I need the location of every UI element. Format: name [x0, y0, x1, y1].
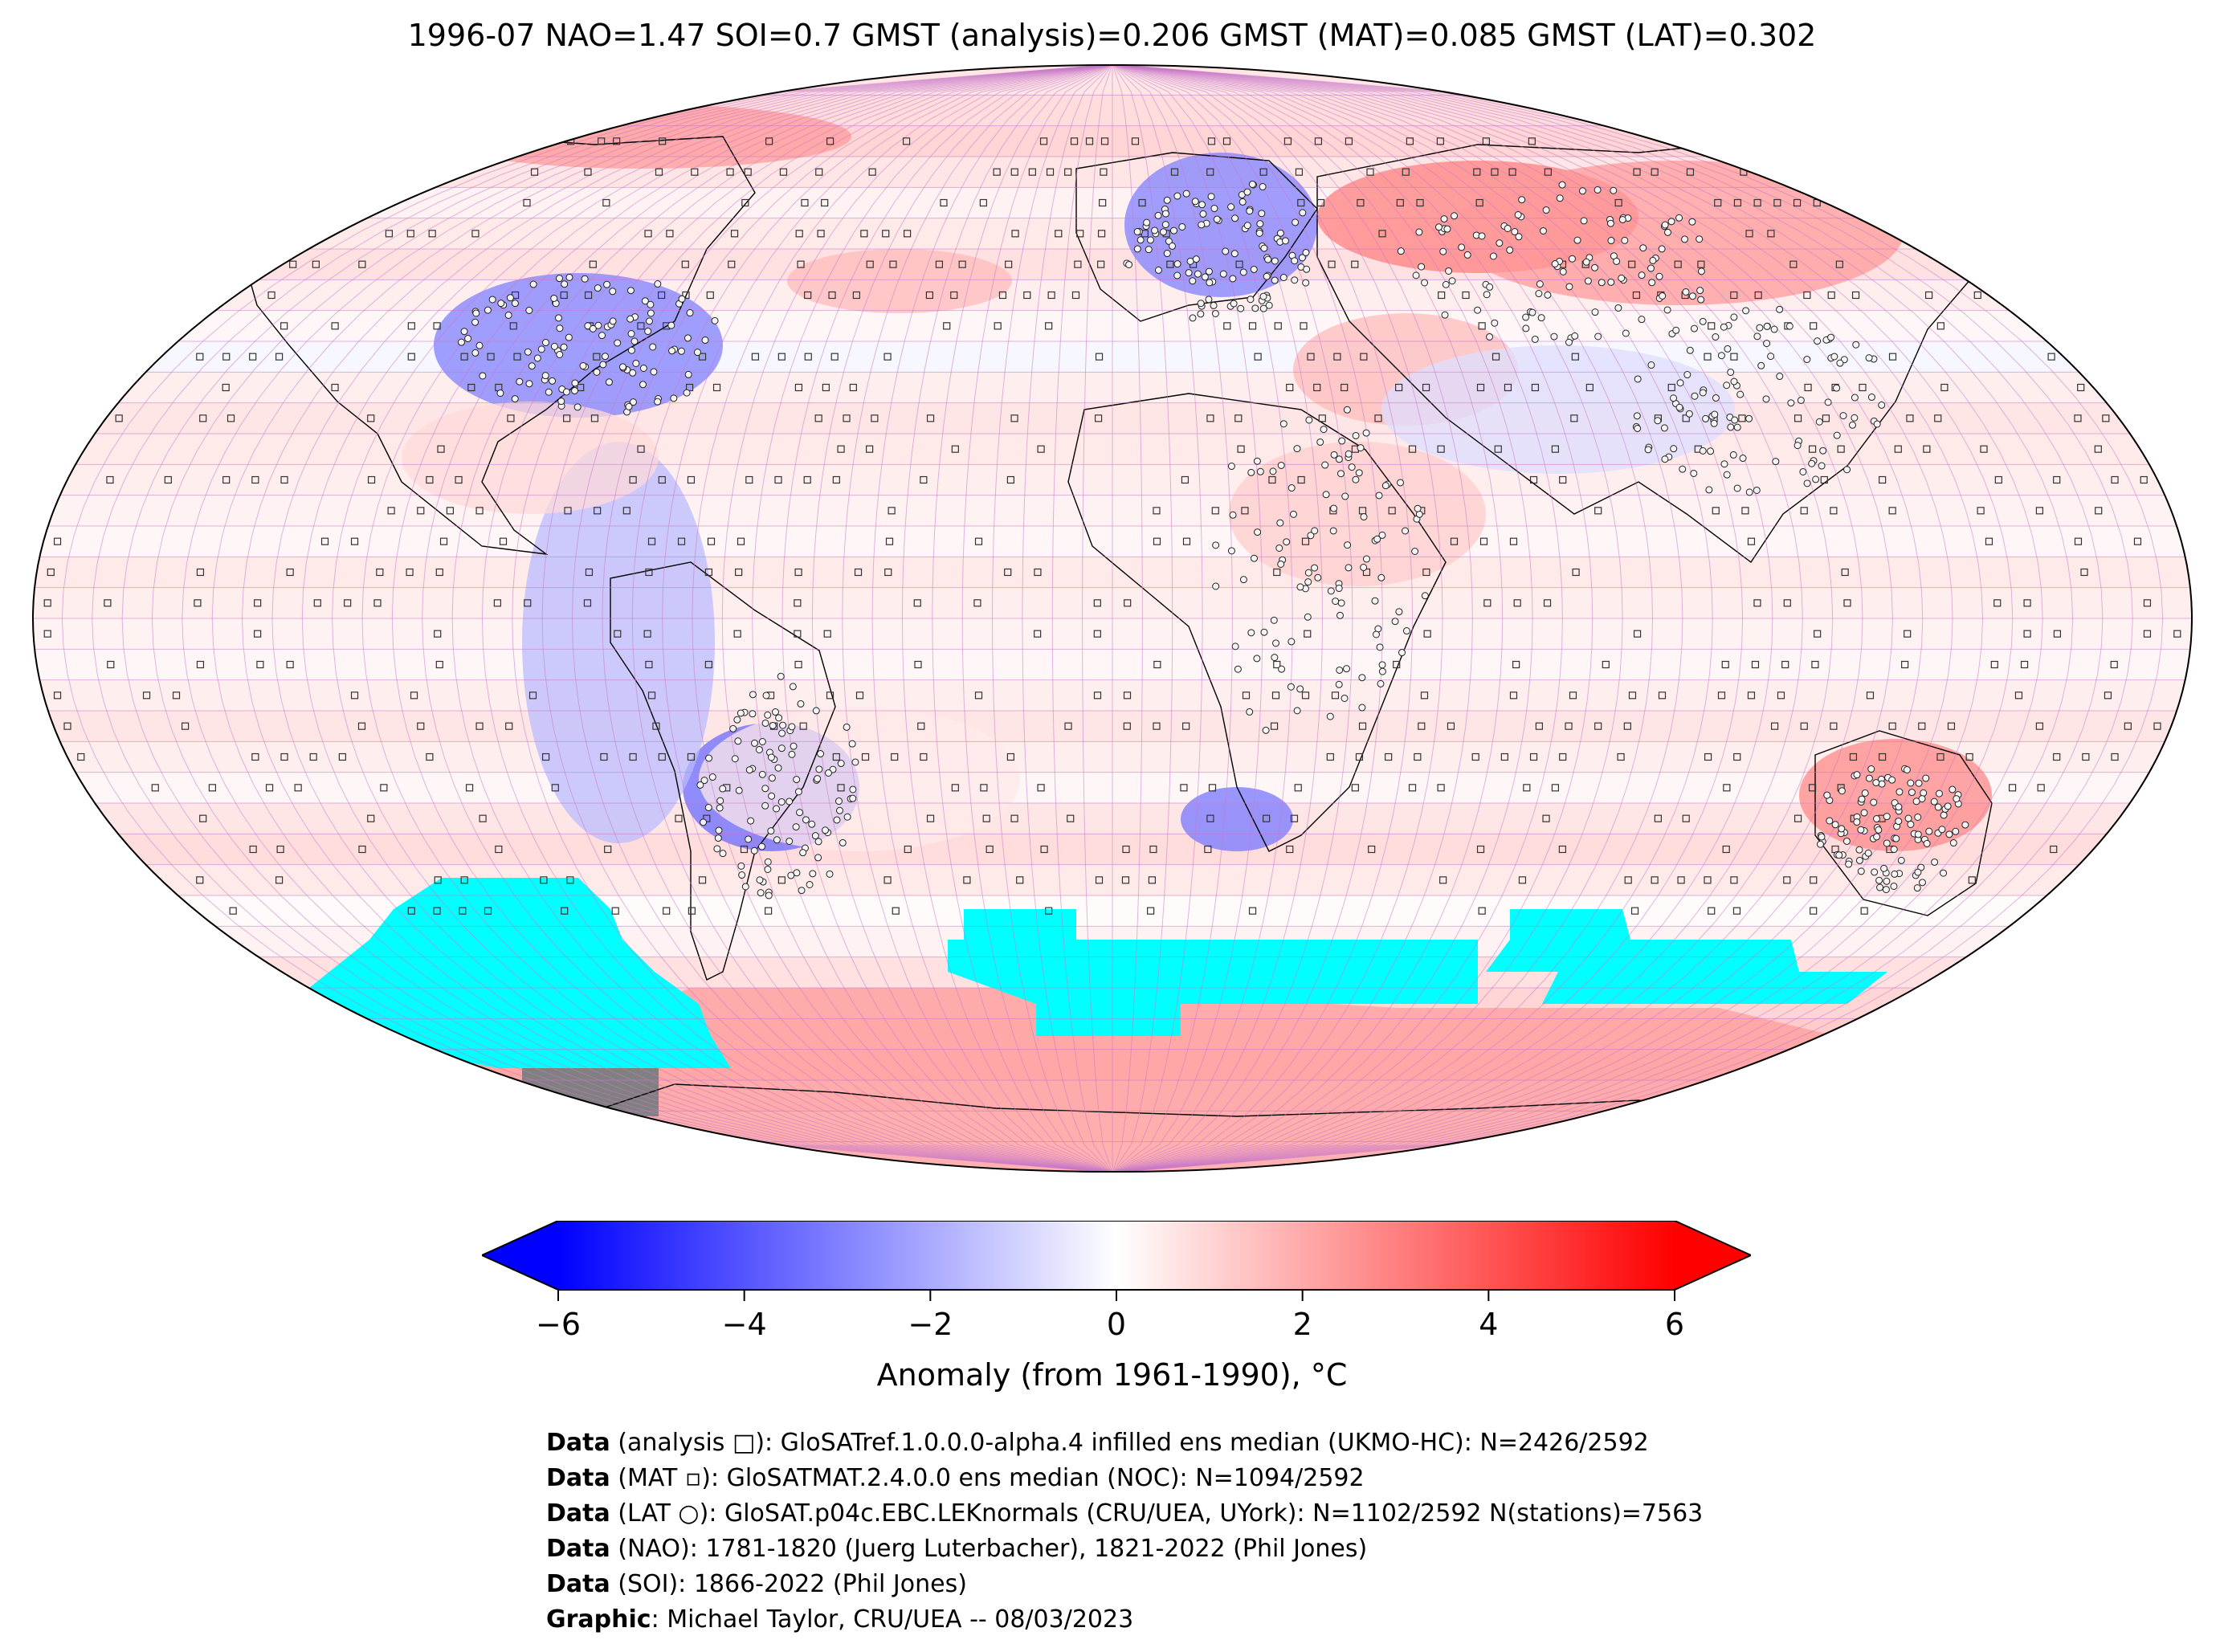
map-title: 1996-07 NAO=1.47 SOI=0.7 GMST (analysis)… [407, 18, 1817, 53]
credit-text: (SOI): 1866-2022 (Phil Jones) [610, 1570, 967, 1598]
colorbar-ticks: −6 −4 −2 0 2 4 6 [536, 1290, 1684, 1342]
colorbar-tick-label: −2 [908, 1307, 953, 1342]
data-credits: Data (analysis □): GloSATref.1.0.0.0-alp… [546, 1426, 1703, 1638]
credit-text: (LAT ○): GloSAT.p04c.EBC.LEKnormals (CRU… [610, 1499, 1704, 1528]
colorbar-tick-label: 4 [1479, 1307, 1498, 1342]
credit-key: Data [546, 1535, 610, 1563]
colorbar-tick-label: −6 [536, 1307, 581, 1342]
anomaly-map [32, 64, 2193, 1173]
colorbar-tick-label: 2 [1293, 1307, 1312, 1342]
colorbar-tick-label: −4 [722, 1307, 767, 1342]
grid-lines [32, 64, 2193, 1173]
credit-key: Graphic [546, 1605, 651, 1634]
colorbar-tick-label: 6 [1665, 1307, 1684, 1342]
credit-key: Data [546, 1464, 610, 1492]
credit-key: Data [546, 1429, 610, 1457]
credit-key: Data [546, 1499, 610, 1528]
colorbar-label: Anomaly (from 1961-1990), °C [876, 1357, 1348, 1393]
credit-text: (analysis □): GloSATref.1.0.0.0-alpha.4 … [610, 1429, 1649, 1457]
map-border [32, 64, 2193, 1173]
credit-line: Data (NAO): 1781-1820 (Juerg Luterbacher… [546, 1532, 1703, 1567]
colorbar-low-extension [482, 1221, 558, 1290]
credit-line: Data (SOI): 1866-2022 (Phil Jones) [546, 1567, 1703, 1602]
colorbar-tick-label: 0 [1107, 1307, 1126, 1342]
credit-line: Data (MAT ▫): GloSATMAT.2.4.0.0 ens medi… [546, 1461, 1703, 1496]
colorbar-gradient [558, 1221, 1675, 1290]
credit-line: Graphic: Michael Taylor, CRU/UEA -- 08/0… [546, 1602, 1703, 1638]
credit-text: (MAT ▫): GloSATMAT.2.4.0.0 ens median (N… [610, 1464, 1365, 1492]
colorbar: −6 −4 −2 0 2 4 6 [482, 1221, 1751, 1342]
credit-line: Data (analysis □): GloSATref.1.0.0.0-alp… [546, 1426, 1703, 1461]
credit-text: (NAO): 1781-1820 (Juerg Luterbacher), 18… [610, 1535, 1368, 1563]
credit-text: : Michael Taylor, CRU/UEA -- 08/03/2023 [651, 1605, 1134, 1634]
colorbar-high-extension [1675, 1221, 1751, 1290]
data-markers [43, 137, 2181, 915]
credit-key: Data [546, 1570, 610, 1598]
credit-line: Data (LAT ○): GloSAT.p04c.EBC.LEKnormals… [546, 1496, 1703, 1532]
